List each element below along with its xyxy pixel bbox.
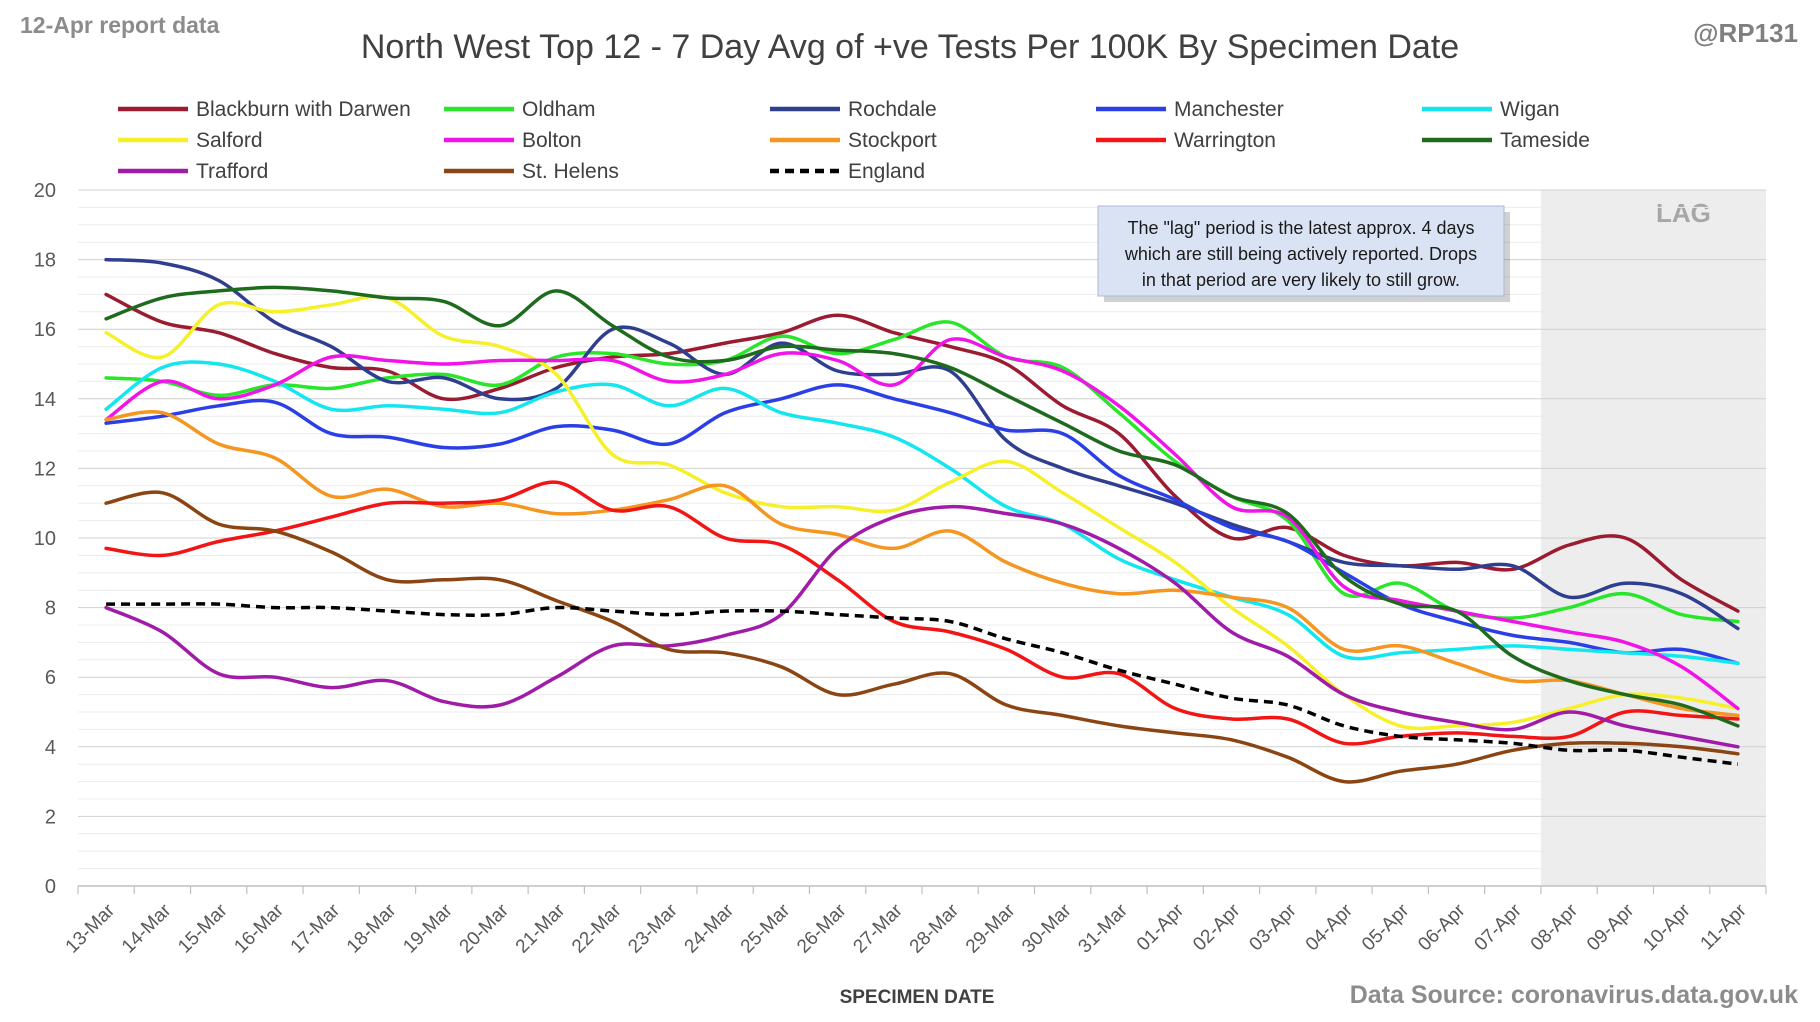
y-tick-label: 16 [34,319,56,341]
x-tick-label: 10-Apr [1639,900,1695,956]
legend-label: Stockport [848,129,937,152]
lag-annotation: The "lag" period is the latest approx. 4… [1097,205,1510,302]
x-tick-label: 02-Apr [1189,900,1245,956]
x-tick-label: 29-Mar [962,900,1020,958]
annotation-line: in that period are very likely to still … [1142,270,1460,290]
annotation-box [1097,205,1505,297]
y-tick-label: 4 [45,737,56,759]
x-tick-label: 31-Mar [1074,900,1132,958]
x-tick-label: 09-Apr [1583,900,1639,956]
legend-item: Manchester [1096,98,1284,121]
x-tick-label: 16-Mar [230,900,288,958]
x-tick-label: 24-Mar [681,900,739,958]
y-tick-label: 20 [34,180,56,202]
x-axis-title: SPECIMEN DATE [840,987,995,1008]
gridlines [78,189,1766,887]
series-line-warrington [104,480,1740,746]
x-tick-label: 26-Mar [793,900,851,958]
series-line-tameside [104,285,1740,728]
series-line-trafford [104,504,1740,749]
y-tick-label: 12 [34,458,56,480]
x-tick-label: 21-Mar [512,900,570,958]
x-tick-label: 15-Mar [174,900,232,958]
x-tick-label: 07-Apr [1471,900,1527,956]
y-tick-label: 6 [45,667,56,689]
series-line-blackburn-with-darwen [104,292,1740,613]
y-tick-label: 10 [34,528,56,550]
x-tick-label: 19-Mar [399,900,457,958]
legend-label: Oldham [522,98,596,121]
legend-item: Warrington [1096,129,1276,152]
x-tick-label: 23-Mar [624,900,682,958]
x-tick-label: 30-Mar [1018,900,1076,958]
series-line-england [106,602,1739,766]
legend-item: Blackburn with Darwen [118,98,411,121]
x-tick-label: 27-Mar [849,900,907,958]
legend: Blackburn with Darwen Oldham Rochdale Manch… [118,98,1590,183]
y-tick-label: 2 [45,806,56,828]
report-date-label: 12-Apr report data [20,12,220,38]
legend-label: Manchester [1174,98,1284,121]
x-tick-label: 05-Apr [1358,900,1414,956]
x-tick-label: 25-Mar [737,900,795,958]
axes: 0 2 4 6 8 10 12 14 16 18 20 13-Mar14-Mar15-Mar16-Ma… [34,180,1767,1008]
series-lines [104,257,1740,784]
x-tick-label: 18-Mar [343,900,401,958]
x-tick-label: 28-Mar [906,900,964,958]
legend-label: St. Helens [522,160,619,183]
legend-label: Wigan [1500,98,1560,121]
lag-label: LAG [1656,198,1711,228]
annotation-line: The "lag" period is the latest approx. 4… [1128,218,1475,238]
series-line-manchester [104,383,1740,666]
x-tick-label: 20-Mar [456,900,514,958]
series-line-stockport [104,410,1740,718]
legend-label: Tameside [1500,129,1590,152]
x-tick-label: 08-Apr [1527,900,1583,956]
legend-label: Blackburn with Darwen [196,98,411,121]
legend-item: Oldham [444,98,596,121]
series-line-bolton [104,337,1740,711]
y-tick-label: 18 [34,250,56,272]
x-tick-label: 06-Apr [1414,900,1470,956]
legend-item: England [770,160,925,183]
x-tick-label: 22-Mar [568,900,626,958]
y-tick-label: 0 [45,876,56,898]
chart-title: North West Top 12 - 7 Day Avg of +ve Tes… [360,28,1460,66]
series-line-st-helens [104,490,1740,784]
x-tick-label: 04-Apr [1302,900,1358,956]
y-tick-label: 14 [34,389,56,411]
y-tick-label: 8 [45,598,56,620]
legend-label: Warrington [1174,129,1276,152]
legend-item: Tameside [1422,129,1590,152]
legend-item: Bolton [444,129,582,152]
x-tick-label: 11-Apr [1697,900,1752,955]
legend-item: St. Helens [444,160,619,183]
legend-item: Salford [118,129,263,152]
legend-item: Stockport [770,129,937,152]
annotation-line: which are still being actively reported.… [1124,244,1477,264]
legend-label: Salford [196,129,263,152]
x-tick-label: 03-Apr [1245,900,1301,956]
author-handle: @RP131 [1693,18,1798,48]
x-tick-label: 17-Mar [287,900,345,958]
x-tick-label: 14-Mar [118,900,176,958]
x-tick-label: 01-Apr [1133,900,1189,956]
x-tick-label: 13-Mar [62,900,120,958]
legend-label: Rochdale [848,98,937,121]
legend-label: Bolton [522,129,582,152]
legend-item: Wigan [1422,98,1560,121]
legend-item: Rochdale [770,98,937,121]
series-line-wigan [104,360,1740,666]
data-source-label: Data Source: coronavirus.data.gov.uk [1349,981,1798,1009]
legend-label: England [848,160,925,183]
legend-item: Trafford [118,160,268,183]
legend-label: Trafford [196,160,268,183]
